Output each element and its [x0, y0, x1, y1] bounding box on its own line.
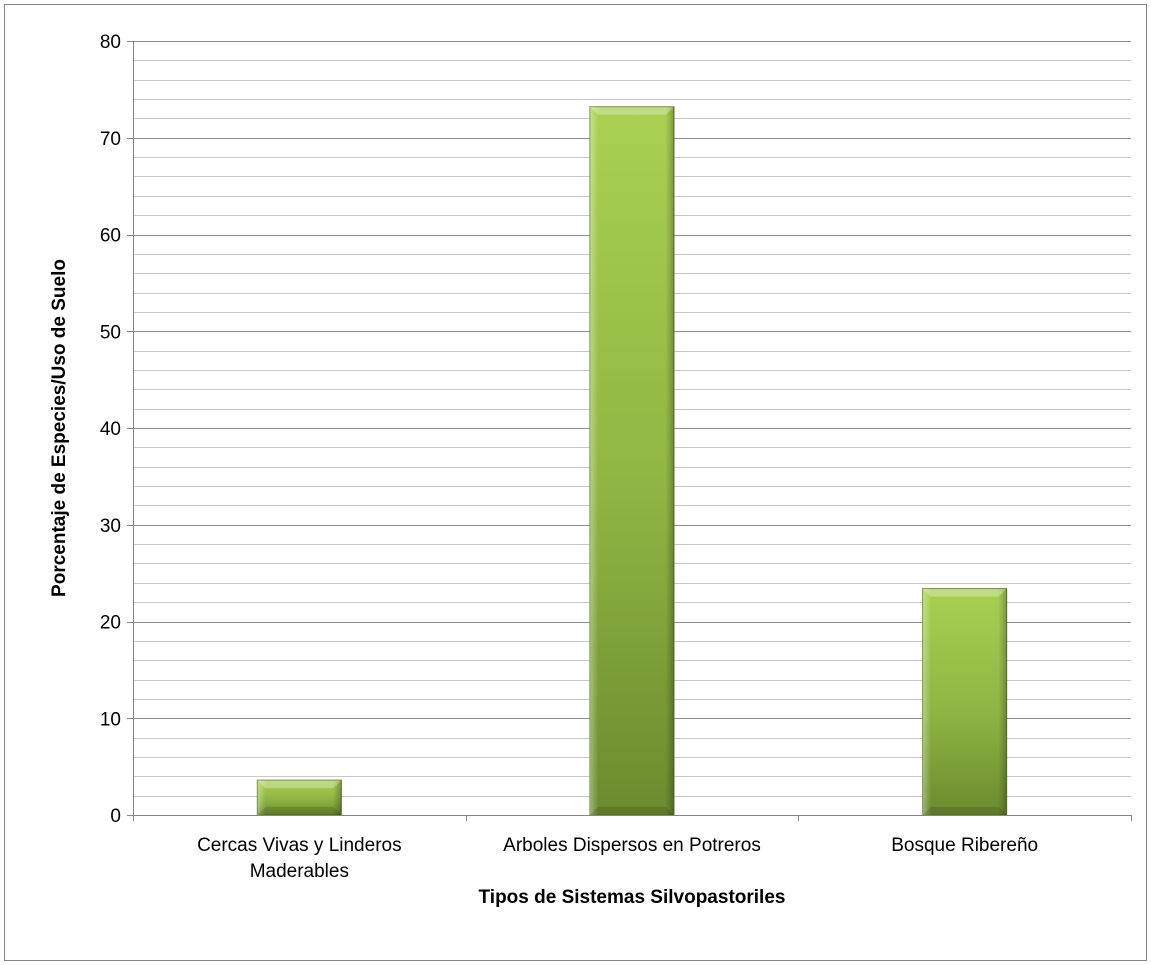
bar [922, 588, 1008, 816]
x-category-label: Arboles Dispersos en Potreros [503, 835, 761, 856]
y-tick-label: 50 [100, 322, 121, 343]
y-tick-label: 20 [100, 613, 121, 634]
axes [127, 41, 1132, 821]
bar-bevel-top [922, 588, 1007, 597]
y-tick-label: 80 [100, 32, 121, 53]
bars [256, 106, 1008, 816]
bar-bevel-bottom [257, 807, 342, 815]
bar [256, 779, 342, 816]
x-axis-title: Tipos de Sistemas Silvopastoriles [479, 887, 786, 908]
bar-bevel-bottom [922, 807, 1007, 815]
y-tick-label: 60 [100, 226, 121, 247]
bar-bevel-sides [922, 588, 1007, 815]
bar-bevel-top [257, 780, 342, 789]
y-tick-label: 0 [110, 806, 121, 827]
bar-bevel-sides [257, 780, 342, 815]
bar-bevel-sides [590, 106, 674, 816]
y-tick-label: 30 [100, 516, 121, 537]
y-axis-title: Porcentaje de Especies/Uso de Suelo [49, 259, 70, 597]
y-tick-labels: 0 10 20 30 40 50 60 70 80 [100, 32, 121, 827]
y-tick-label: 40 [100, 419, 121, 440]
bar-bevel-bottom [590, 807, 674, 815]
x-category-label: Cercas Vivas y Linderos Maderables [197, 835, 402, 882]
x-category-label: Bosque Ribereño [891, 835, 1038, 856]
bar-bevel-top [590, 106, 674, 115]
y-tick-label: 10 [100, 709, 121, 730]
bar [589, 106, 675, 816]
y-tick-label: 70 [100, 129, 121, 150]
x-category-labels: Cercas Vivas y Linderos Maderables Arboles… [197, 835, 1038, 882]
